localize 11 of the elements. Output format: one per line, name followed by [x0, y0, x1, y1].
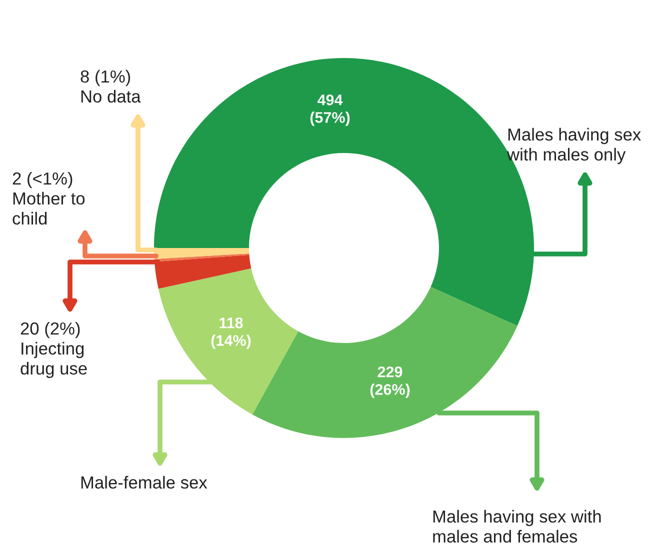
slice-label: No data: [81, 90, 141, 103]
data-label: 8 (1%): [80, 70, 130, 86]
slice-label: Mother to child: [12, 192, 85, 225]
data-label: 118 (14%): [211, 318, 251, 349]
data-label: 494 (57%): [310, 94, 350, 126]
legend-label: Male-female sex: [81, 476, 208, 489]
data-label: 20 (2%): [20, 322, 80, 338]
slice-label: Injecting drug use: [20, 342, 87, 378]
data-label: 2 (<1%): [12, 172, 72, 188]
data-label: 229 (26%): [370, 366, 410, 398]
slice-label: Males having sex with males and females: [433, 510, 601, 543]
